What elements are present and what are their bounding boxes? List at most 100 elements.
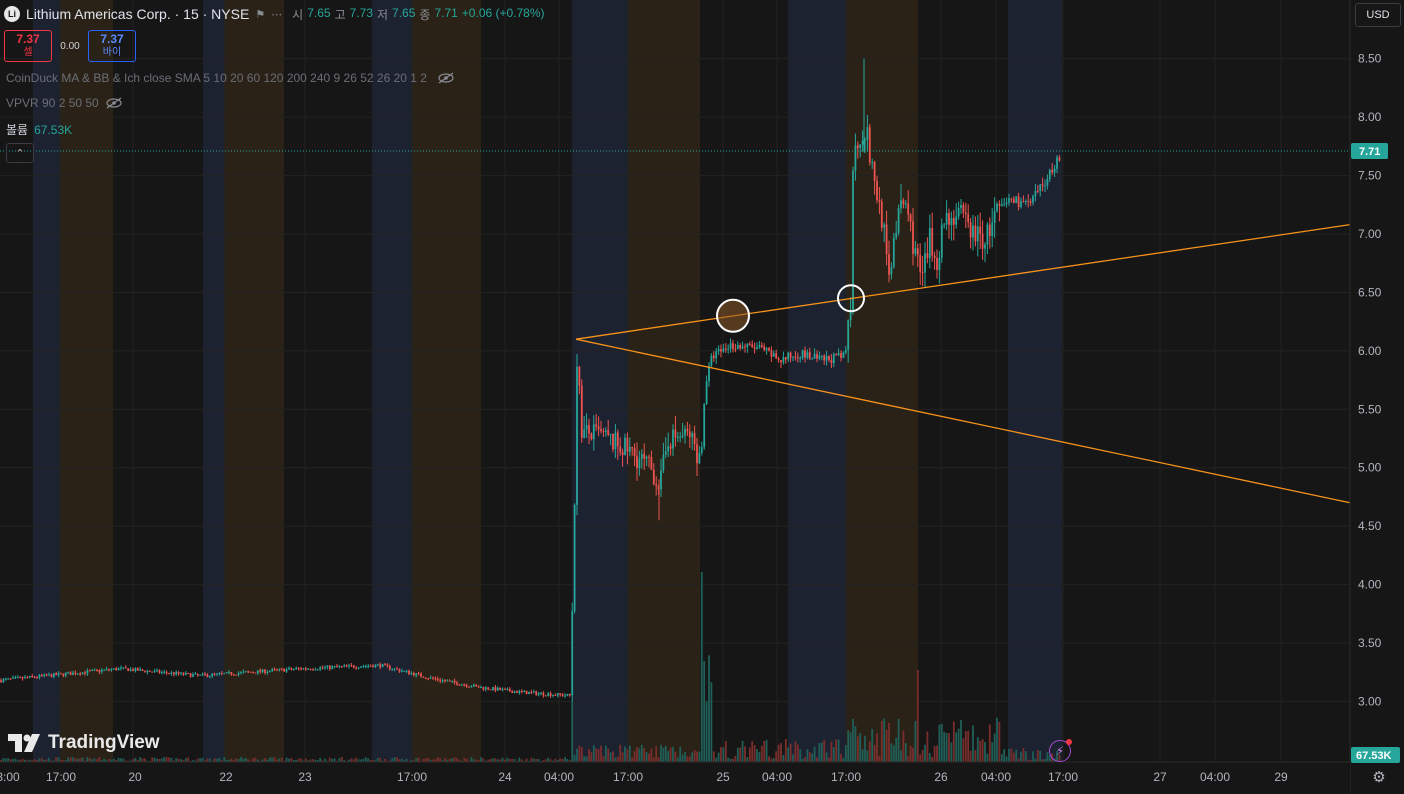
indicator-vpvr[interactable]: VPVR 90 2 50 50: [6, 96, 123, 110]
candle-body: [1051, 169, 1054, 173]
volume-bar: [412, 760, 415, 762]
indicator-coinduck[interactable]: CoinDuck MA & BB & Ich close SMA 5 10 20…: [6, 71, 455, 85]
volume-bar: [717, 752, 720, 762]
volume-bar: [878, 755, 881, 762]
buy-button[interactable]: 7.37 바이: [88, 30, 136, 62]
volume-bar: [681, 754, 684, 762]
candle-body: [96, 669, 98, 671]
candle-body: [998, 203, 1001, 206]
volume-bar: [386, 760, 389, 762]
hidden-eye-icon[interactable]: [437, 72, 455, 84]
candle-body: [16, 677, 19, 679]
collapse-legend-button[interactable]: ⌃: [6, 143, 34, 163]
candle-body: [895, 232, 898, 238]
candle-body: [823, 355, 826, 361]
candle-body: [374, 664, 377, 668]
volume-bar: [55, 757, 58, 762]
candle-body: [686, 429, 689, 432]
volume-bar: [91, 759, 94, 762]
volume-bar: [801, 758, 804, 762]
volume-bar: [1012, 752, 1015, 762]
more-icon[interactable]: ⋯: [271, 8, 283, 21]
candle-body: [916, 248, 919, 255]
candle-body: [1000, 204, 1003, 206]
candle-body: [194, 673, 197, 675]
candle-body: [352, 665, 355, 668]
volume-bar: [26, 760, 29, 762]
volume-bar: [1036, 750, 1039, 762]
volume-bar: [688, 756, 691, 762]
volume-bar: [588, 748, 590, 762]
candle-body: [504, 688, 506, 690]
candle-body: [376, 664, 379, 666]
trend-line[interactable]: [575, 338, 1351, 504]
candle-body: [938, 257, 941, 270]
candle-body: [278, 668, 281, 670]
volume-bar: [477, 760, 480, 762]
volume-bar: [571, 702, 574, 762]
symbol-title[interactable]: Lithium Americas Corp. · 15 · NYSE: [26, 6, 250, 22]
settings-gear-icon[interactable]: ⚙: [1372, 769, 1386, 786]
indicator-label: VPVR 90 2 50 50: [6, 96, 99, 110]
annotation-circle[interactable]: [716, 298, 750, 333]
candle-body: [326, 665, 329, 668]
volume-bar: [856, 736, 859, 762]
volume-bar: [645, 752, 648, 762]
candle-body: [576, 366, 578, 505]
volume-bar: [542, 760, 545, 762]
volume-legend[interactable]: 볼륨 67.53K: [6, 121, 72, 138]
candle-body: [602, 430, 605, 432]
candle-body: [758, 345, 761, 348]
candle-body: [902, 200, 905, 205]
candle-body: [808, 352, 811, 359]
volume-bar: [460, 760, 463, 762]
candle-body: [672, 429, 674, 449]
volume-bar: [787, 747, 790, 762]
time-axis[interactable]: [0, 762, 1350, 794]
volume-bar: [508, 758, 511, 762]
candle-body: [943, 224, 946, 226]
candle-body: [1044, 185, 1046, 187]
candle-body: [264, 669, 266, 673]
time-tick-label: 17:00: [613, 770, 643, 784]
volume-bar: [832, 747, 835, 762]
sell-button[interactable]: 7.37 셀: [4, 30, 52, 62]
candle-body: [532, 691, 535, 693]
candle-body: [739, 345, 742, 349]
currency-selector[interactable]: USD: [1355, 3, 1401, 27]
candle-body: [348, 665, 350, 667]
flag-icon[interactable]: ⚑: [255, 8, 266, 21]
volume-bar: [928, 753, 931, 762]
candle-body: [1039, 184, 1042, 192]
volume-bar: [643, 748, 646, 762]
volume-bar: [309, 759, 312, 762]
volume-bar: [686, 756, 689, 762]
volume-bar: [926, 731, 929, 762]
annotation-circle[interactable]: [837, 284, 865, 313]
volume-bar: [1010, 748, 1013, 762]
volume-bar: [115, 760, 118, 762]
candle-body: [369, 665, 372, 667]
volume-bar: [300, 758, 302, 762]
candle-body: [511, 691, 514, 693]
volume-bar: [672, 746, 674, 762]
trend-line[interactable]: [575, 224, 1351, 340]
price-axis[interactable]: [1350, 0, 1404, 794]
candle-body: [957, 207, 960, 217]
volume-bar: [861, 749, 864, 762]
candle-body: [300, 668, 302, 670]
volume-bar: [213, 758, 216, 762]
candle-body: [453, 680, 456, 683]
lightning-icon[interactable]: ⚡: [1049, 739, 1072, 762]
volume-bar: [225, 759, 228, 762]
candle-body: [127, 668, 130, 671]
candle-body: [936, 257, 938, 270]
candle-body: [196, 673, 199, 676]
hidden-eye-icon[interactable]: [105, 97, 123, 109]
candle-body: [324, 667, 326, 669]
volume-bar: [866, 750, 869, 762]
volume-bar: [285, 757, 288, 762]
candle-body: [208, 675, 211, 677]
price-tick-label: 8.50: [1358, 52, 1382, 66]
